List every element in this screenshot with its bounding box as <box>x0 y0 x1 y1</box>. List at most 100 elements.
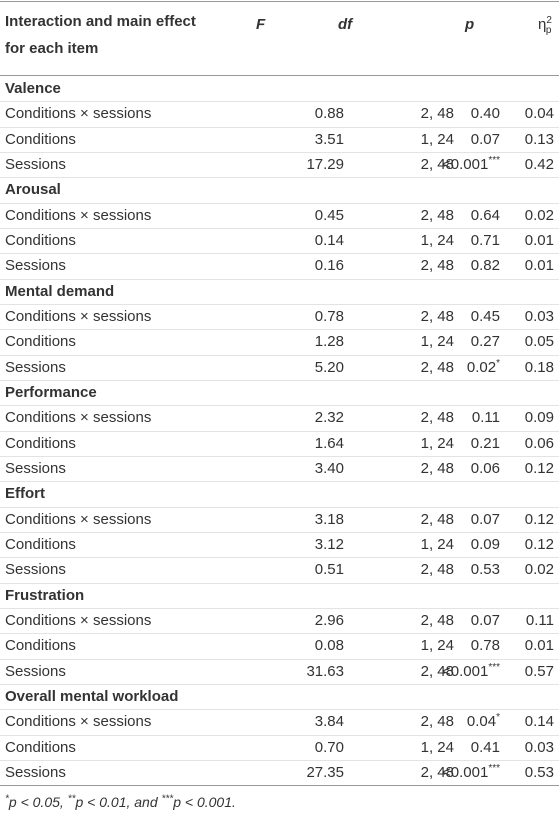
cell: 0.12 <box>524 535 554 553</box>
cell: 0.06 <box>470 459 500 477</box>
cell: Conditions <box>5 738 76 756</box>
cell: 0.04* <box>466 713 500 731</box>
row-separator <box>0 177 559 179</box>
cell: 0.06 <box>524 434 554 452</box>
cell: 0.08 <box>314 637 344 655</box>
footnote: *p < 0.05, **p < 0.01, and ***p < 0.001. <box>5 794 236 810</box>
cell: 0.41 <box>470 738 500 756</box>
row-separator <box>0 582 559 584</box>
footnote-text: p < 0.05, <box>8 794 68 810</box>
symbol: η <box>538 16 547 33</box>
cell: 0.45 <box>470 307 500 325</box>
cell: 1.64 <box>314 434 344 452</box>
cell: Conditions <box>5 535 76 553</box>
row-separator <box>0 481 559 483</box>
row-separator <box>0 455 559 457</box>
cell: Sessions <box>5 257 66 275</box>
cell: 2, 48 <box>420 206 454 224</box>
cell: 0.51 <box>314 561 344 579</box>
cell: 0.01 <box>524 257 554 275</box>
cell-text: 0.04 <box>466 713 497 731</box>
cell: 0.40 <box>470 105 500 123</box>
sup: 2 <box>546 15 552 26</box>
group-label: Effort <box>5 485 45 503</box>
cell: 17.29 <box>306 155 344 173</box>
cell: 3.18 <box>314 510 344 528</box>
group-label: Frustration <box>5 586 85 604</box>
cell: 1, 24 <box>420 535 454 553</box>
cell: 0.78 <box>470 637 500 655</box>
row-separator <box>0 354 559 356</box>
cell: Sessions <box>5 155 66 173</box>
cell: 3.51 <box>314 130 344 148</box>
cell: Conditions × sessions <box>5 611 152 629</box>
cell: 2, 48 <box>420 763 454 781</box>
cell: 0.02 <box>524 561 554 579</box>
cell: 0.09 <box>470 535 500 553</box>
column-header: p <box>465 16 475 33</box>
cell: Conditions × sessions <box>5 409 152 427</box>
row-separator <box>0 151 559 153</box>
cell: 3.84 <box>314 713 344 731</box>
column-header: F <box>256 16 266 33</box>
cell: 0.07 <box>470 130 500 148</box>
cell: Conditions × sessions <box>5 713 152 731</box>
cell: 2, 48 <box>420 257 454 275</box>
group-label: Arousal <box>5 181 61 199</box>
cell: 0.03 <box>524 738 554 756</box>
cell: 0.14 <box>524 713 554 731</box>
cell: Sessions <box>5 763 66 781</box>
row-separator <box>0 633 559 635</box>
row-separator <box>0 278 559 280</box>
cell: Sessions <box>5 459 66 477</box>
cell: 0.02 <box>524 206 554 224</box>
row-separator <box>0 227 559 229</box>
row-separator <box>0 683 559 685</box>
cell: 2, 48 <box>420 611 454 629</box>
cell: 3.12 <box>314 535 344 553</box>
cell: 2.96 <box>314 611 344 629</box>
cell: 0.11 <box>471 409 500 427</box>
cell: 2, 48 <box>420 155 454 173</box>
row-separator <box>0 303 559 305</box>
footnote-text: p < 0.001. <box>173 794 236 810</box>
footnote-text: p < 0.01, and <box>75 794 162 810</box>
row-separator <box>0 506 559 508</box>
cell: 0.57 <box>524 662 554 680</box>
cell-text: 0.02 <box>466 358 497 376</box>
cell: 2, 48 <box>420 713 454 731</box>
cell: 1, 24 <box>420 434 454 452</box>
cell: 1, 24 <box>420 637 454 655</box>
cell: 0.05 <box>524 333 554 351</box>
cell: Conditions × sessions <box>5 206 152 224</box>
cell-text: <0.001 <box>442 763 489 781</box>
cell: 1.28 <box>314 333 344 351</box>
cell: Conditions × sessions <box>5 307 152 325</box>
cell: 0.01 <box>524 231 554 249</box>
cell: 1, 24 <box>420 130 454 148</box>
group-label: Performance <box>5 383 97 401</box>
cell: 0.01 <box>524 637 554 655</box>
cell: 2, 48 <box>420 358 454 376</box>
group-label: Overall mental workload <box>5 687 179 705</box>
cell: 0.13 <box>524 130 554 148</box>
cell: 0.42 <box>524 155 554 173</box>
cell: 0.88 <box>314 105 344 123</box>
cell: 0.04 <box>524 105 554 123</box>
cell: 0.21 <box>470 434 500 452</box>
cell: 31.63 <box>306 662 344 680</box>
cell-note: *** <box>488 762 500 774</box>
cell: Conditions <box>5 130 76 148</box>
row-separator <box>0 709 559 711</box>
cell: 3.40 <box>314 459 344 477</box>
cell: 1, 24 <box>420 231 454 249</box>
cell-note: * <box>496 357 500 369</box>
sub: p <box>545 25 552 36</box>
row-separator <box>0 531 559 533</box>
cell: 0.03 <box>524 307 554 325</box>
footnote-mark: * <box>5 793 9 805</box>
cell: 0.71 <box>470 231 500 249</box>
rule <box>0 785 559 786</box>
footnote-mark: ** <box>67 793 76 805</box>
cell: 0.78 <box>314 307 344 325</box>
